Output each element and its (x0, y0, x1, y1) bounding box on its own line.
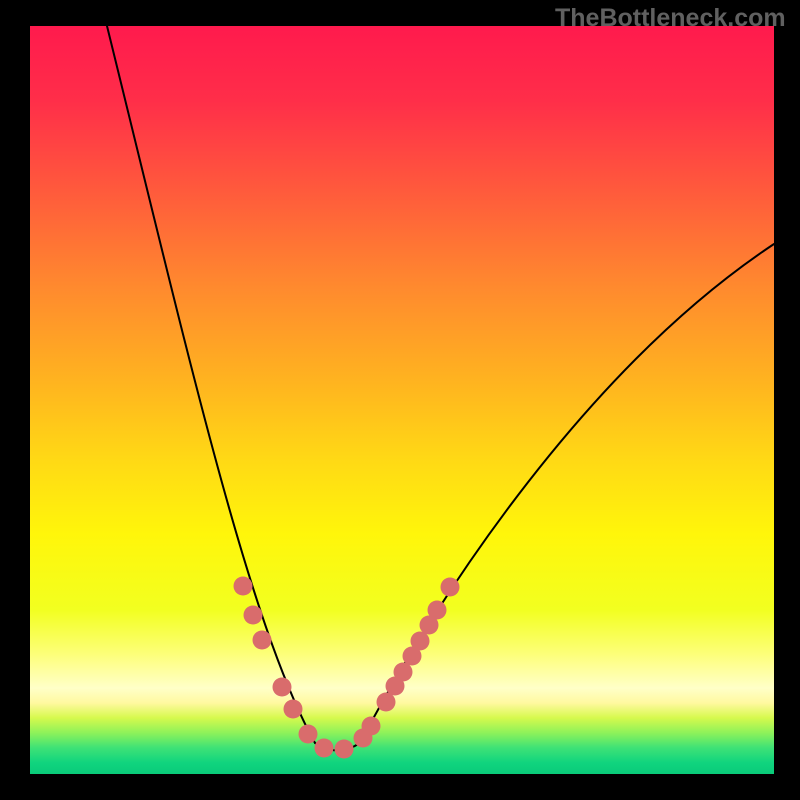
frame-left (0, 0, 30, 800)
frame-bottom (0, 774, 800, 800)
frame-right (774, 0, 800, 800)
gradient-plot (30, 26, 774, 774)
watermark-text: TheBottleneck.com (555, 4, 786, 33)
